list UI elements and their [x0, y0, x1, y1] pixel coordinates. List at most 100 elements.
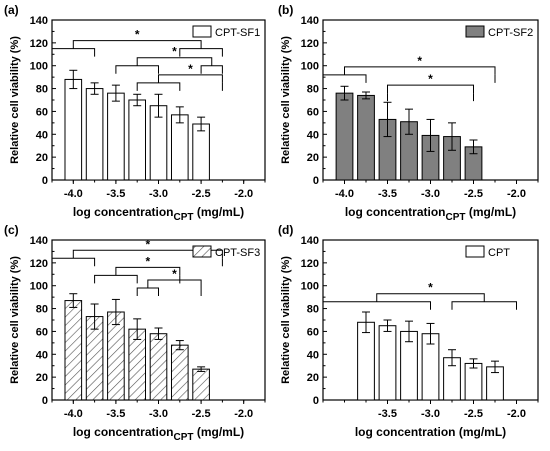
y-tick-label: 20	[36, 152, 48, 164]
bar	[64, 78, 83, 181]
bar	[357, 321, 375, 401]
y-tick-label: 0	[313, 175, 319, 187]
significance-bracket-left	[94, 274, 138, 284]
y-tick-label: 40	[36, 349, 48, 361]
y-tick-label: 140	[30, 15, 48, 27]
significance-star: *	[428, 281, 433, 295]
significance-connector	[344, 66, 496, 75]
y-axis-label: Relative cell viability (%)	[9, 256, 21, 384]
significance-star: *	[188, 62, 193, 76]
y-tick-label: 20	[307, 372, 319, 384]
y-tick-label: 60	[36, 106, 48, 118]
legend-label: CPT	[488, 247, 510, 259]
y-tick-label: 120	[30, 258, 48, 270]
x-axis-label: log concentrationCPT (mg/mL)	[73, 205, 244, 223]
x-tick-label: -3.0	[421, 408, 440, 420]
significance-connector	[72, 249, 223, 259]
panel-label: (d)	[278, 223, 293, 237]
legend-swatch	[192, 25, 212, 38]
x-tick-label: -4.0	[335, 188, 354, 200]
x-tick-label: -2.0	[507, 408, 526, 420]
bar	[357, 94, 375, 181]
significance-star: *	[146, 254, 151, 268]
x-tick-label: -2.5	[192, 188, 211, 200]
significance-star: *	[417, 54, 422, 68]
y-axis-label: Relative cell viability (%)	[280, 36, 292, 164]
y-tick-label: 0	[42, 395, 48, 407]
y-tick-label: 120	[301, 258, 319, 270]
bar	[192, 123, 210, 181]
y-tick-label: 40	[307, 349, 319, 361]
bar	[64, 300, 83, 401]
significance-bracket-left	[115, 65, 159, 74]
bar	[107, 92, 125, 181]
x-tick-label: -2.0	[234, 408, 253, 420]
y-tick-label: 60	[307, 326, 319, 338]
x-axis-label: log concentration (mg/mL)	[355, 425, 506, 439]
significance-connector	[115, 266, 181, 276]
significance-bracket-left	[322, 301, 431, 310]
x-axis-label-main: log concentration	[73, 205, 174, 219]
x-tick-label: -2.5	[192, 408, 211, 420]
x-axis-label-sub: CPT	[174, 432, 194, 443]
x-tick-label: -3.5	[106, 408, 125, 420]
y-tick-label: 100	[301, 281, 319, 293]
x-axis-label: log concentrationCPT (mg/mL)	[345, 205, 516, 223]
x-axis-label-main: log concentration (mg/mL)	[355, 425, 506, 439]
bar	[335, 92, 354, 181]
x-axis-label-unit: (mg/mL)	[466, 205, 517, 219]
x-tick-label: -4.0	[64, 408, 83, 420]
x-tick-label: -3.5	[106, 188, 125, 200]
significance-bracket-left	[51, 48, 96, 57]
panel-label: (b)	[278, 3, 293, 17]
significance-star: *	[135, 28, 140, 42]
bar	[170, 344, 189, 401]
panel-1: (b) 0 20 40 60 80 100 120 140 -4.0 -3.5 -3.0 -2.5 -2.…	[278, 3, 539, 223]
x-axis-label-unit: (mg/mL)	[194, 205, 245, 219]
x-tick-label: -3.5	[378, 188, 397, 200]
panel-2: (c) 0 20 40 60 80 100 120 140 -4.0 -3.5 -3.0 -2.5 -2.…	[4, 223, 266, 443]
y-tick-label: 140	[301, 235, 319, 247]
x-tick-label: -3.0	[149, 188, 168, 200]
x-tick-label: -3.0	[421, 188, 440, 200]
x-axis-label-unit: (mg/mL)	[194, 425, 245, 439]
bar	[378, 325, 397, 401]
significance-bracket-left	[51, 257, 96, 267]
significance-connector	[136, 57, 213, 66]
y-tick-label: 80	[36, 84, 48, 96]
significance-star: *	[428, 72, 433, 86]
legend-label: CPT-SF2	[488, 27, 533, 39]
bar	[192, 368, 210, 401]
bar	[107, 311, 125, 401]
bar	[128, 99, 147, 181]
y-tick-label: 80	[307, 84, 319, 96]
y-tick-label: 100	[30, 281, 48, 293]
legend-label: CPT-SF3	[215, 247, 260, 259]
significance-star: *	[172, 45, 177, 59]
y-tick-label: 140	[30, 235, 48, 247]
significance-bracket-left	[322, 74, 367, 83]
y-tick-label: 100	[301, 61, 319, 73]
x-axis-label-sub: CPT	[174, 212, 194, 223]
y-tick-label: 120	[30, 38, 48, 50]
legend-swatch	[465, 245, 485, 258]
x-tick-label: -3.0	[149, 408, 168, 420]
panel-label: (a)	[4, 3, 19, 17]
bar	[170, 114, 189, 181]
x-axis-label-main: log concentration	[73, 425, 174, 439]
y-tick-label: 40	[307, 129, 319, 141]
x-tick-label: -2.0	[507, 188, 526, 200]
y-tick-label: 80	[307, 304, 319, 316]
x-axis-label: log concentrationCPT (mg/mL)	[73, 425, 244, 443]
y-tick-label: 100	[30, 61, 48, 73]
legend-label: CPT-SF1	[215, 27, 260, 39]
significance-star: *	[146, 237, 151, 251]
y-tick-label: 20	[307, 152, 319, 164]
significance-bracket-right	[179, 48, 223, 57]
bar	[85, 88, 104, 181]
x-axis-label-main: log concentration	[345, 205, 446, 219]
x-tick-label: -4.0	[64, 188, 83, 200]
bar	[464, 362, 483, 401]
y-tick-label: 60	[36, 326, 48, 338]
x-tick-label: -2.5	[464, 188, 483, 200]
